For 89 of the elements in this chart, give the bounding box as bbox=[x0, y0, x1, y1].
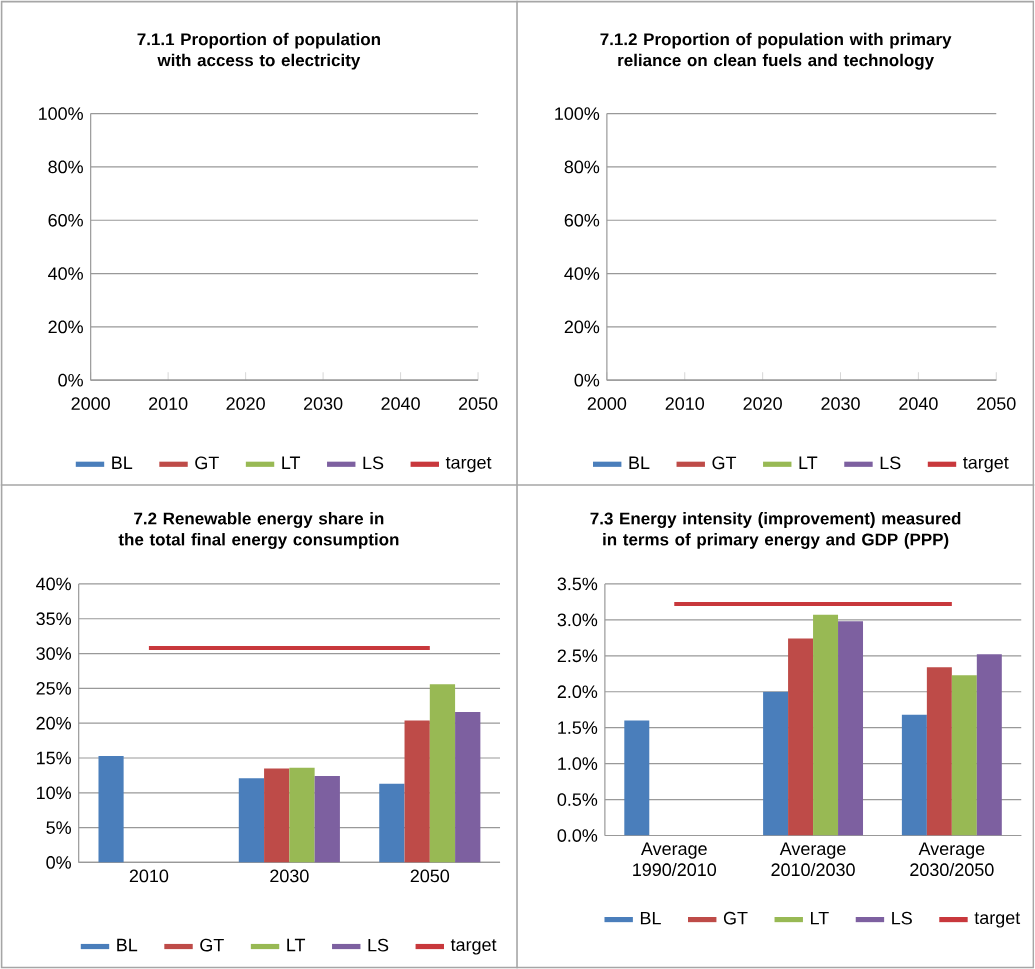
y-tick-label: 25% bbox=[36, 681, 71, 695]
bar bbox=[238, 778, 265, 863]
legend-label: LT bbox=[282, 456, 301, 469]
y-tick-label: 0.5% bbox=[557, 793, 598, 806]
bar bbox=[264, 768, 290, 863]
bar bbox=[901, 714, 927, 836]
y-tick-label: 10% bbox=[37, 786, 71, 800]
legend-label: BL bbox=[112, 456, 133, 469]
legend-label: GT bbox=[723, 911, 748, 925]
bar bbox=[788, 638, 814, 836]
y-tick-label: 35% bbox=[36, 612, 71, 626]
x-tick-label: 2010 bbox=[149, 397, 188, 410]
y-tick-label: 40% bbox=[48, 267, 83, 280]
x-tick-label: 2000 bbox=[71, 397, 110, 410]
legend-label: target bbox=[963, 456, 1009, 473]
y-tick-label: 0% bbox=[58, 373, 83, 387]
x-tick-label: 2050 bbox=[410, 869, 450, 883]
bar bbox=[813, 614, 839, 836]
y-tick-label: 1.5% bbox=[558, 721, 598, 734]
x-tick-label: 2040 bbox=[381, 397, 420, 410]
y-tick-label: 3.0% bbox=[557, 613, 598, 627]
x-tick-label: 2020 bbox=[743, 397, 782, 410]
chart-title: 7.3 Energy intensity (improvement) measured in terms of primary energy and GDP (PPP) bbox=[590, 512, 961, 549]
chart-title: 7.1.2 Proportion of population with primary reliance on clean fuels and technology bbox=[600, 32, 952, 70]
legend-label: BL bbox=[117, 938, 138, 952]
bar bbox=[404, 720, 430, 863]
legend-label: BL bbox=[629, 456, 650, 469]
legend-label: LS bbox=[880, 456, 901, 470]
y-tick-label: 40% bbox=[36, 577, 71, 591]
x-tick-label: Average 2010/2030 bbox=[771, 842, 855, 877]
y-tick-label: 5% bbox=[46, 821, 71, 834]
legend-label: GT bbox=[200, 938, 224, 952]
bar bbox=[926, 667, 952, 836]
y-tick-label: 1.0% bbox=[558, 757, 598, 770]
legend-label: target bbox=[445, 456, 492, 473]
x-tick-label: 2030 bbox=[270, 869, 309, 883]
x-tick-label: 2040 bbox=[899, 397, 938, 410]
y-tick-label: 20% bbox=[48, 320, 83, 334]
y-tick-label: 2.0% bbox=[557, 685, 598, 699]
y-tick-label: 100% bbox=[555, 107, 600, 120]
y-tick-label: 60% bbox=[48, 213, 83, 227]
chart-title: 7.1.1 Proportion of population with access to electricity bbox=[137, 32, 380, 70]
bar bbox=[624, 720, 650, 836]
x-tick-label: 2010 bbox=[665, 397, 705, 410]
bar bbox=[976, 654, 1002, 836]
y-tick-label: 2.5% bbox=[557, 649, 598, 663]
bar bbox=[763, 691, 789, 836]
y-tick-label: 80% bbox=[564, 160, 600, 174]
legend-label: LT bbox=[287, 938, 306, 952]
x-tick-label: 2020 bbox=[226, 397, 265, 410]
y-tick-label: 15% bbox=[37, 751, 71, 765]
x-tick-label: 2010 bbox=[129, 869, 169, 883]
legend-label: LS bbox=[892, 911, 912, 925]
legend-label: GT bbox=[195, 456, 219, 470]
bar bbox=[455, 712, 481, 863]
legend-label: target bbox=[974, 912, 1021, 928]
bar bbox=[98, 755, 124, 863]
y-tick-label: 0.0% bbox=[557, 829, 598, 842]
y-tick-label: 80% bbox=[48, 160, 83, 174]
bar bbox=[429, 684, 456, 863]
y-tick-label: 20% bbox=[564, 320, 600, 334]
y-tick-label: 30% bbox=[36, 647, 71, 660]
chart-title: 7.2 Renewable energy share in the total final energy consumption bbox=[118, 512, 399, 549]
y-tick-label: 40% bbox=[564, 267, 600, 280]
y-tick-label: 20% bbox=[36, 716, 71, 730]
legend-label: BL bbox=[640, 911, 661, 925]
x-tick-label: Average 1990/2010 bbox=[633, 842, 717, 877]
legend-label: target bbox=[450, 939, 497, 955]
y-tick-label: 100% bbox=[39, 107, 83, 120]
bar bbox=[838, 621, 864, 836]
x-tick-label: 2030 bbox=[821, 397, 860, 410]
bar bbox=[379, 783, 405, 863]
bar bbox=[289, 767, 315, 863]
legend-label: LT bbox=[811, 911, 829, 925]
legend-label: LS bbox=[363, 456, 384, 470]
legend-label: LT bbox=[799, 456, 818, 469]
bar bbox=[314, 776, 340, 863]
y-tick-label: 0% bbox=[574, 373, 600, 387]
legend-label: GT bbox=[712, 456, 737, 470]
bar bbox=[951, 675, 977, 836]
y-tick-label: 0% bbox=[46, 856, 71, 869]
y-tick-label: 3.5% bbox=[557, 577, 598, 591]
x-tick-label: 2050 bbox=[458, 397, 498, 410]
y-tick-label: 60% bbox=[564, 213, 600, 227]
x-tick-label: 2030 bbox=[304, 397, 343, 410]
legend-label: LS bbox=[368, 938, 389, 952]
x-tick-label: 2000 bbox=[587, 397, 627, 410]
x-tick-label: Average 2030/2050 bbox=[910, 842, 994, 877]
x-tick-label: 2050 bbox=[977, 397, 1016, 410]
